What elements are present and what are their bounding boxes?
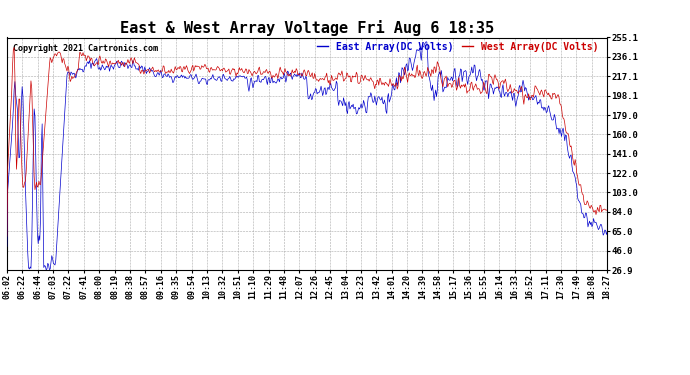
Text: Copyright 2021 Cartronics.com: Copyright 2021 Cartronics.com xyxy=(13,45,158,54)
Legend: East Array(DC Volts), West Array(DC Volts): East Array(DC Volts), West Array(DC Volt… xyxy=(313,38,602,56)
Title: East & West Array Voltage Fri Aug 6 18:35: East & West Array Voltage Fri Aug 6 18:3… xyxy=(120,20,494,36)
